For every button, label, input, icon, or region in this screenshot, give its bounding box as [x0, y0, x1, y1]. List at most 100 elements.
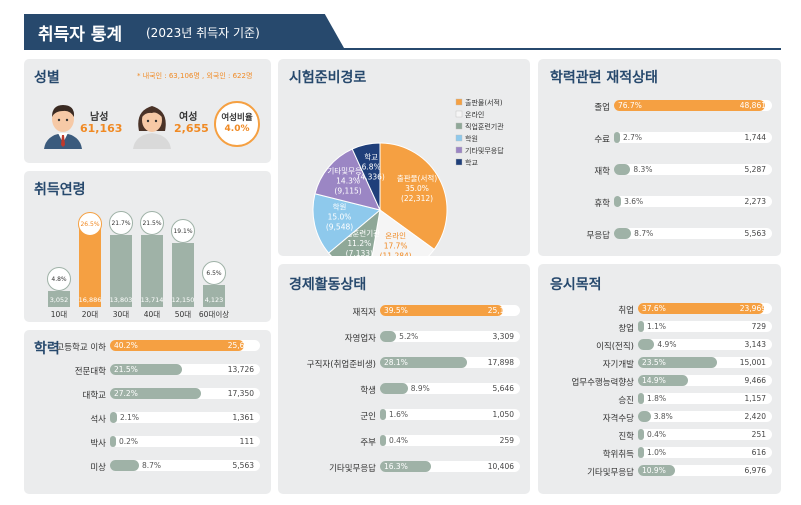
econ-row-fill [380, 331, 397, 342]
purpose-row-pct: 37.6% [642, 304, 666, 313]
school-row-count: 1,744 [744, 133, 766, 142]
pie-slice-pct-label: 17.7% [384, 241, 408, 250]
legend-swatch [455, 158, 463, 166]
edu-row-pct: 27.2% [114, 389, 138, 398]
pie-slice-pct-label: 6.8% [362, 162, 381, 171]
purpose-row-pct: 1.1% [647, 322, 667, 331]
econ-row-fill [380, 409, 386, 420]
pie-slice-1 [371, 209, 435, 256]
male-person-icon [44, 105, 82, 149]
edu-row-label: 석사 [90, 415, 106, 425]
school-row-label: 무응답 [586, 231, 610, 241]
school-row-track: 76.7% 48,861 [614, 100, 772, 111]
purpose-row-count: 729 [751, 322, 766, 331]
edu-row-count: 17,350 [227, 389, 254, 398]
edu-row-label: 박사 [90, 439, 106, 449]
school-row-track: 8.7% 5,563 [614, 228, 772, 239]
purpose-row-label: 기타및무응답 [587, 468, 634, 478]
female-ratio-label: 여성비율 [221, 113, 253, 123]
school-row-label: 휴학 [594, 199, 610, 209]
purpose-row-label: 업무수행능력향상 [571, 378, 634, 388]
edu-row-track: 8.7% 5,563 [110, 460, 260, 471]
edu-panel: 학력 고등학교 이하 40.2% 25,617 전문대학 21.5% 13,726 대학교 2… [24, 330, 271, 494]
female-ratio-value: 4.0% [224, 124, 250, 134]
edu-row-count: 1,361 [232, 413, 254, 422]
purpose-row-count: 2,420 [744, 412, 766, 421]
econ-row-fill [380, 461, 431, 472]
pie-slice-name-label: 학원 [333, 201, 347, 211]
age-bar [172, 243, 194, 307]
pie-slice-name-label: 직업훈련기관 [339, 228, 380, 238]
edu-row-fill [110, 460, 139, 471]
econ-row-count: 17,898 [487, 358, 514, 367]
econ-row-pct: 1.6% [389, 410, 409, 419]
edu-row-fill [110, 412, 117, 423]
purpose-row-track: 1.8% 1,157 [638, 393, 772, 404]
age-pct-circle [78, 211, 102, 236]
purpose-row-label: 승진 [618, 396, 634, 406]
edu-row-track: 2.1% 1,361 [110, 412, 260, 423]
pie-slice-pct-label: 14.3% [336, 176, 360, 185]
econ-row-label: 자영업자 [344, 334, 376, 344]
purpose-row-fill [638, 429, 644, 440]
purpose-row-pct: 0.4% [647, 430, 667, 439]
econ-row-label: 재직자 [352, 308, 376, 318]
header-banner [24, 14, 344, 48]
econ-row-count: 259 [499, 436, 514, 445]
age-pct-label: 21.7% [111, 219, 131, 227]
edu-row-fill [110, 388, 201, 399]
age-bar-count: 3,052 [49, 296, 69, 304]
edu-row-track: 40.2% 25,617 [110, 340, 260, 351]
school-title: 학력관련 재적상태 [550, 70, 658, 86]
school-row-count: 5,563 [744, 229, 766, 238]
purpose-row-fill [638, 303, 764, 314]
school-row-pct: 2.7% [623, 133, 643, 142]
age-pct-label: 19.1% [173, 228, 193, 236]
purpose-row-track: 4.9% 3,143 [638, 339, 772, 350]
edu-row-track: 27.2% 17,350 [110, 388, 260, 399]
edu-row-track: 0.2% 111 [110, 436, 260, 447]
page-subtitle: (2023년 취득자 기준) [146, 26, 260, 40]
econ-row-fill [380, 383, 408, 394]
purpose-row-pct: 4.9% [657, 340, 677, 349]
age-pct-circle [140, 211, 164, 236]
school-row-count: 5,287 [744, 165, 766, 174]
pie-slice-count-label: (11,284) [380, 251, 412, 256]
edu-row-pct: 8.7% [142, 461, 162, 470]
school-row-label: 졸업 [594, 103, 610, 113]
edu-row-fill [110, 436, 116, 447]
purpose-row-pct: 3.8% [653, 412, 673, 421]
pie-slice-pct-label: 15.0% [328, 212, 352, 221]
purpose-row-count: 616 [751, 448, 766, 457]
purpose-row-fill [638, 375, 688, 386]
econ-row-track: 1.6% 1,050 [380, 409, 520, 420]
econ-row-label: 주부 [360, 438, 376, 448]
age-bar [203, 285, 225, 307]
age-pct-circle [171, 219, 195, 244]
school-row-fill [614, 196, 622, 207]
purpose-row-label: 학위취득 [602, 450, 634, 460]
female-label: 여성 [179, 112, 198, 123]
edu-row-pct: 21.5% [114, 365, 138, 374]
legend-label: 출판물(서적) [465, 98, 503, 107]
econ-row-track: 28.1% 17,898 [380, 357, 520, 368]
legend-label: 기타및무응답 [465, 146, 504, 155]
legend-label: 학교 [465, 158, 478, 167]
pie-slice-pct-label: 35.0% [405, 184, 429, 193]
school-row-track: 8.3% 5,287 [614, 164, 772, 175]
econ-row-fill [380, 435, 386, 446]
male-label: 남성 [90, 112, 109, 123]
edu-row-label: 미상 [90, 463, 106, 473]
edu-row-label: 전문대학 [74, 367, 106, 377]
econ-row-track: 5.2% 3,309 [380, 331, 520, 342]
econ-row-track: 39.5% 25,160 [380, 305, 520, 316]
gender-title: 성별 [34, 70, 60, 86]
school-row-track: 3.6% 2,273 [614, 196, 772, 207]
nationality-note: * 내국인 : 63,106명 , 외국인 : 622명 [137, 72, 253, 80]
age-bar-count: 13,714 [140, 296, 164, 304]
purpose-row-label: 진학 [618, 432, 634, 442]
female-ratio-circle [214, 101, 260, 147]
age-category-label: 30대 [112, 310, 130, 319]
school-row-count: 48,861 [739, 101, 766, 110]
pie-slice-pct-label: 11.2% [347, 239, 371, 248]
